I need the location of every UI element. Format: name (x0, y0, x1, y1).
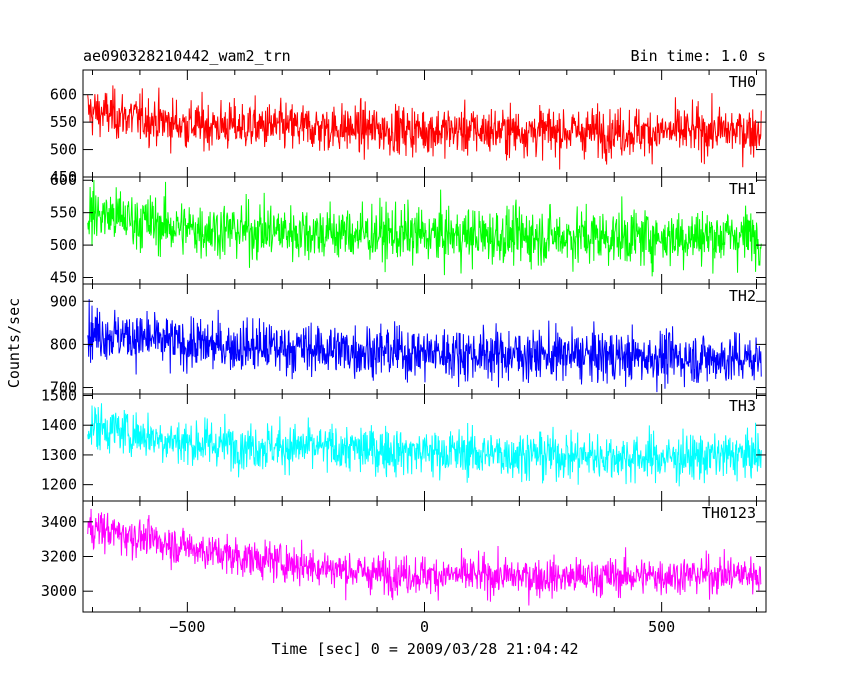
y-tick-label: 550 (50, 204, 77, 222)
series-line-th2 (87, 299, 762, 393)
x-tick-label: 500 (648, 618, 675, 636)
panel-th0: TH0 450 500 550 600 (50, 69, 767, 186)
y-tick-label: 600 (50, 86, 77, 104)
y-tick-label: 1200 (41, 476, 77, 494)
y-tick-label: 3000 (41, 582, 77, 600)
x-axis-label: Time [sec] 0 = 2009/03/28 21:04:42 (271, 640, 578, 658)
panel-label: TH0123 (702, 504, 756, 522)
panel-th2: TH2 700 800 900 (50, 283, 767, 397)
y-tick-label: 1400 (41, 416, 77, 434)
panel-label: TH3 (729, 397, 756, 415)
y-tick-label: 700 (50, 379, 77, 397)
y-tick-label: 800 (50, 335, 77, 353)
x-tick-labels: −500 0 500 (169, 618, 675, 636)
series-line-th0 (87, 85, 762, 170)
panel-label: TH2 (729, 287, 756, 305)
x-tick-label: 0 (420, 618, 429, 636)
series-line-th1 (87, 180, 762, 277)
panels-group: TH0 450 500 550 600 TH1 450 500 550 600 TH2 700 800 9… (41, 69, 767, 613)
y-tick-label: 550 (50, 113, 77, 131)
y-axis-label: Counts/sec (5, 298, 23, 388)
y-tick-label: 450 (50, 168, 77, 186)
y-tick-label: 450 (50, 269, 77, 287)
bin-time-label: Bin time: 1.0 s (631, 47, 766, 65)
y-tick-label: 500 (50, 141, 77, 159)
series-line-th3 (87, 403, 762, 487)
panel-th1: TH1 450 500 550 600 (50, 171, 767, 287)
panel-label: TH0 (729, 73, 756, 91)
y-tick-label: 3400 (41, 513, 77, 531)
y-tick-label: 500 (50, 236, 77, 254)
panel-th3: TH3 1200 1300 1400 1500 (41, 386, 767, 502)
panel-th0123: TH0123 3000 3200 3400 (41, 500, 767, 613)
y-tick-label: 900 (50, 292, 77, 310)
chart-title: ae090328210442_wam2_trn (83, 47, 291, 65)
panel-frame (82, 500, 767, 613)
series-line-th0123 (87, 508, 762, 606)
y-tick-label: 1300 (41, 446, 77, 464)
panel-label: TH1 (729, 180, 756, 198)
y-tick-label: 1500 (41, 386, 77, 404)
x-tick-label: −500 (169, 618, 205, 636)
y-tick-label: 600 (50, 171, 77, 189)
y-tick-label: 3200 (41, 548, 77, 566)
